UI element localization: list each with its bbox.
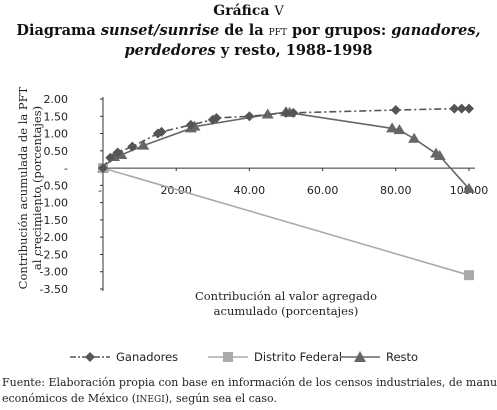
data-point-resto	[386, 122, 399, 133]
y-tick-label: -0.50	[40, 179, 68, 192]
data-point-ganadores	[185, 119, 196, 130]
legend-label: Resto	[386, 350, 419, 364]
data-point-ganadores	[244, 111, 255, 122]
title-part: perdedores	[124, 42, 216, 59]
legend-swatch	[208, 352, 248, 362]
source-note: Fuente: Elaboración propia con base en i…	[2, 375, 497, 407]
y-tick-label: 1.50	[44, 110, 69, 123]
legend-item-distrito-federal: Distrito Federal	[208, 347, 342, 367]
source-part: ), según sea el caso.	[164, 392, 277, 405]
x-tick-label: 80.00	[380, 184, 412, 197]
figure-titles: Gráfica V Diagrama sunset/sunrise de la …	[0, 2, 497, 60]
data-point-ganadores	[156, 126, 167, 137]
x-axis-label-line2: acumulado (porcentajes)	[214, 304, 359, 318]
y-tick-label: -1.00	[40, 197, 68, 210]
y-tick-label: -1.50	[40, 214, 68, 227]
sunset-sunrise-chart: 2.00 1.50 1.00 0.50 - -0.50 -1.00 -1.50 -2.00 -2.…	[16, 86, 488, 318]
chart-legend: Ganadores Distrito Federal Resto	[0, 347, 497, 367]
y-tick-label: 1.00	[44, 128, 69, 141]
series-line-distrito-federal	[102, 167, 470, 276]
y-tick-label: -2.00	[40, 231, 68, 244]
figure-title-line2: perdedores y resto, 1988-1998	[0, 41, 497, 60]
title-part: Diagrama	[16, 22, 101, 39]
legend-label: Distrito Federal	[254, 350, 343, 364]
data-point-distrito-federal	[464, 270, 474, 281]
figure-number: V	[274, 4, 284, 19]
data-point-resto	[408, 132, 421, 143]
title-part: ganadores,	[391, 22, 481, 39]
y-tick-label: 2.00	[44, 93, 69, 106]
title-part: pft	[268, 24, 287, 39]
y-axis-label: Contribución acumulada de la PFT al creci…	[16, 86, 44, 289]
source-part: económicos de México (	[2, 392, 136, 405]
legend-label: Ganadores	[116, 350, 179, 364]
data-point-ganadores	[464, 103, 474, 114]
data-point-ganadores	[105, 152, 116, 163]
legend-swatch	[70, 352, 110, 362]
data-point-ganadores	[288, 107, 299, 118]
data-point-resto	[433, 150, 446, 160]
y-tick-label: -	[64, 162, 68, 175]
data-point-ganadores	[98, 163, 108, 174]
y-axis-label-line1: Contribución acumulada de la PFT	[16, 86, 30, 289]
data-point-ganadores	[390, 105, 401, 116]
series-line-resto	[102, 111, 470, 190]
legend-item-resto: Resto	[340, 347, 418, 367]
y-tick-label: -3.50	[40, 283, 68, 296]
title-part: y resto, 1988-1998	[215, 42, 373, 59]
figure-title-line1: Diagrama sunset/sunrise de la pft por gr…	[0, 21, 497, 41]
data-point-resto	[463, 182, 475, 193]
title-part: por grupos:	[286, 22, 392, 39]
x-tick-label: 60.00	[307, 184, 339, 197]
source-line-1: Fuente: Elaboración propia con base en i…	[2, 376, 497, 389]
figure-label: Gráfica V	[0, 2, 497, 21]
data-point-ganadores	[211, 113, 222, 123]
x-tick-label: 40.00	[234, 184, 266, 197]
y-axis-label-line2: al crecimiento (porcentajes)	[30, 106, 44, 270]
data-point-ganadores	[281, 107, 291, 118]
source-part: inegi	[136, 391, 165, 406]
data-point-ganadores	[449, 103, 460, 114]
y-tick-label: -2.50	[40, 248, 68, 261]
legend-swatch	[340, 351, 380, 362]
x-axis-label-line1: Contribución al valor agregado	[195, 289, 377, 303]
data-point-resto	[261, 108, 274, 119]
y-tick-label: 0.50	[44, 145, 69, 158]
legend-item-ganadores: Ganadores	[70, 347, 178, 367]
title-part: de la	[219, 22, 269, 39]
data-point-ganadores	[456, 103, 467, 114]
y-tick-label: -3.00	[40, 266, 68, 279]
x-origin-label: -	[98, 184, 102, 197]
data-point-ganadores	[127, 141, 138, 152]
data-point-resto	[137, 139, 150, 150]
title-part: sunset/sunrise	[100, 22, 220, 39]
data-point-ganadores	[112, 147, 123, 158]
source-line-2: económicos de México (inegi), según sea …	[2, 391, 497, 407]
figure-label-text: Gráfica	[213, 3, 270, 19]
data-point-resto	[393, 124, 406, 135]
